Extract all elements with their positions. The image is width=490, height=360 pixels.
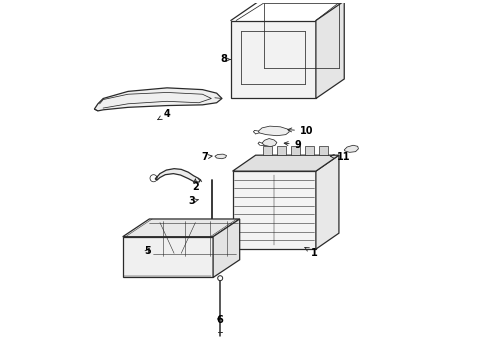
Polygon shape xyxy=(231,21,316,99)
Polygon shape xyxy=(305,146,314,155)
Polygon shape xyxy=(319,146,328,155)
Text: 1: 1 xyxy=(305,247,318,258)
Polygon shape xyxy=(213,219,240,278)
Text: 5: 5 xyxy=(144,246,151,256)
Polygon shape xyxy=(122,219,240,237)
Text: 9: 9 xyxy=(284,140,301,149)
Polygon shape xyxy=(215,154,226,159)
Text: 3: 3 xyxy=(188,196,198,206)
Text: 7: 7 xyxy=(202,152,212,162)
Polygon shape xyxy=(155,168,201,182)
Polygon shape xyxy=(316,155,339,249)
Polygon shape xyxy=(277,146,286,155)
Text: 2: 2 xyxy=(192,179,198,192)
Polygon shape xyxy=(233,155,339,171)
Polygon shape xyxy=(263,146,271,155)
Polygon shape xyxy=(233,171,316,249)
Polygon shape xyxy=(262,139,277,147)
Polygon shape xyxy=(344,145,358,152)
Polygon shape xyxy=(291,146,300,155)
Polygon shape xyxy=(95,88,222,111)
Polygon shape xyxy=(122,237,213,278)
Polygon shape xyxy=(258,126,289,136)
Text: 10: 10 xyxy=(288,126,314,136)
Text: 11: 11 xyxy=(330,152,351,162)
Text: 8: 8 xyxy=(220,54,230,64)
Text: 6: 6 xyxy=(216,315,222,325)
Text: 4: 4 xyxy=(158,109,170,120)
Polygon shape xyxy=(316,1,344,99)
